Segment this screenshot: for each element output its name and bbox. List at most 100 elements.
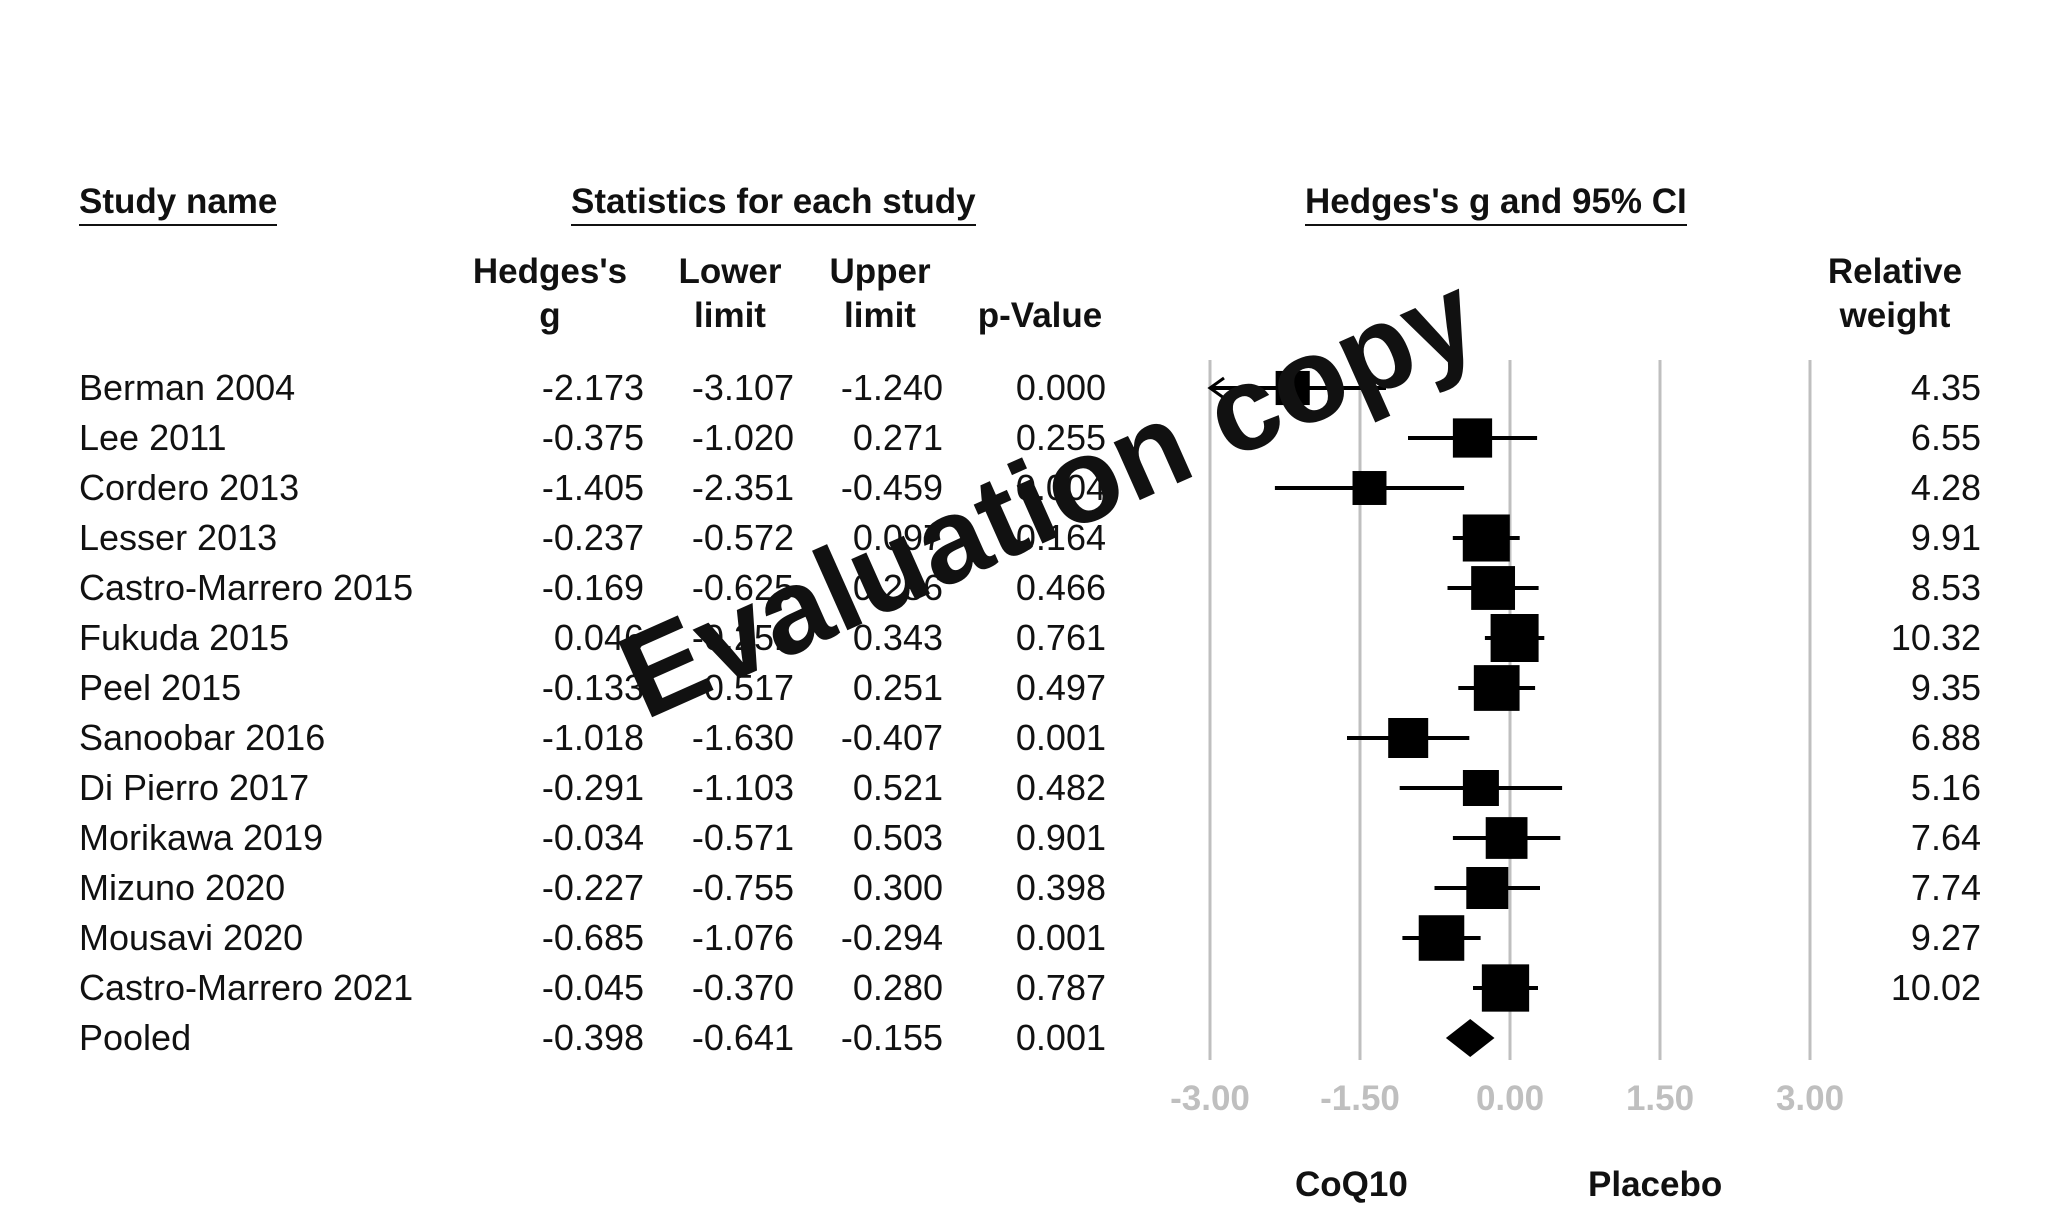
study-row: Morikawa 2019 -0.034 -0.571 0.503 0.901 7.64 [0, 813, 2048, 863]
p-value-cell: 0.761 [1015, 617, 1106, 658]
lower-limit-cell: -0.517 [691, 667, 794, 708]
upper-limit-cell: 0.503 [852, 817, 943, 858]
x-tick-label: 1.50 [1626, 1079, 1694, 1118]
hedges-g-cell: -1.018 [541, 717, 644, 758]
relative-weight-cell: 7.64 [1910, 817, 1981, 858]
upper-limit-cell: 0.300 [852, 867, 943, 908]
p-value-cell: 0.787 [1015, 967, 1106, 1008]
upper-limit-cell: -0.407 [840, 717, 943, 758]
relative-weight-cell: 7.74 [1910, 867, 1981, 908]
relative-weight-cell: 9.35 [1910, 667, 1981, 708]
hedges-g-cell: -2.173 [541, 367, 644, 408]
hedges-g-cell: 0.046 [553, 617, 644, 658]
p-value-cell: 0.004 [1015, 467, 1106, 508]
ci-arrow [1207, 376, 1225, 400]
hedges-g-cell: -0.034 [541, 817, 644, 858]
hedges-g-cell: -1.405 [541, 467, 644, 508]
study-row: Di Pierro 2017 -0.291 -1.103 0.521 0.482 5.16 [0, 763, 2048, 813]
ci-header: Hedges's g and 95% CI [1305, 180, 1687, 226]
upper-limit-cell: 0.286 [852, 567, 943, 608]
effect-point [1462, 770, 1499, 806]
lower-limit-cell: -2.351 [691, 467, 794, 508]
relative-weight-cell: 10.32 [1890, 617, 1981, 658]
study-name-cell: Di Pierro 2017 [79, 767, 310, 808]
study-name-cell: Morikawa 2019 [79, 817, 324, 858]
lower-limit-cell: -0.641 [691, 1017, 794, 1058]
study-row: Sanoobar 2016 -1.018 -1.630 -0.407 0.001 6.88 [0, 713, 2048, 763]
lower-limit-cell: -0.571 [691, 817, 794, 858]
study-name-cell: Mizuno 2020 [79, 867, 286, 908]
study-row: Berman 2004 -2.173 -3.107 -1.240 0.000 4.35 [0, 363, 2048, 413]
study-row: Cordero 2013 -1.405 -2.351 -0.459 0.004 4.28 [0, 463, 2048, 513]
hedges-g-header-line1: Hedges's [472, 252, 628, 291]
study-name-cell: Castro-Marrero 2015 [79, 567, 414, 608]
study-name-cell: Berman 2004 [79, 367, 296, 408]
study-row: Mizuno 2020 -0.227 -0.755 0.300 0.398 7.74 [0, 863, 2048, 913]
lower-limit-header-line2: limit [694, 296, 766, 335]
study-name-cell: Castro-Marrero 2021 [79, 967, 414, 1008]
lower-limit-cell: -1.630 [691, 717, 794, 758]
hedges-g-cell: -0.685 [541, 917, 644, 958]
study-name-cell: Mousavi 2020 [79, 917, 304, 958]
study-row: Lesser 2013 -0.237 -0.572 0.097 0.164 9.91 [0, 513, 2048, 563]
hedges-g-column-header: Hedges's g [460, 250, 640, 338]
upper-limit-cell: 0.097 [852, 517, 943, 558]
relative-weight-cell: 6.88 [1910, 717, 1981, 758]
lower-limit-column-header: Lower limit [660, 250, 800, 338]
x-tick-label: -1.50 [1320, 1079, 1400, 1118]
study-row: Peel 2015 -0.133 -0.517 0.251 0.497 9.35 [0, 663, 2048, 713]
lower-limit-cell: -0.755 [691, 867, 794, 908]
study-row: Castro-Marrero 2021 -0.045 -0.370 0.280 0.78… [0, 963, 2048, 1013]
p-value-cell: 0.000 [1015, 367, 1106, 408]
lower-limit-cell: -0.572 [691, 517, 794, 558]
relative-weight-cell: 9.27 [1910, 917, 1981, 958]
upper-limit-header-line2: limit [844, 296, 916, 335]
effect-point [1490, 614, 1539, 662]
hedges-g-cell: -0.045 [541, 967, 644, 1008]
relative-weight-column-header: Relative weight [1815, 250, 1975, 338]
upper-limit-cell: 0.521 [852, 767, 943, 808]
effect-point [1462, 514, 1510, 562]
effect-point [1485, 817, 1528, 859]
upper-limit-cell: -0.155 [840, 1017, 943, 1058]
pooled-diamond [1445, 1019, 1495, 1057]
upper-limit-cell: 0.343 [852, 617, 943, 658]
p-value-cell: 0.164 [1015, 517, 1106, 558]
relative-weight-cell: 10.02 [1890, 967, 1981, 1008]
study-name-cell: Sanoobar 2016 [79, 717, 326, 758]
p-value-cell: 0.255 [1015, 417, 1106, 458]
study-row: Mousavi 2020 -0.685 -1.076 -0.294 0.001 9.27 [0, 913, 2048, 963]
hedges-g-cell: -0.169 [541, 567, 644, 608]
study-row: Lee 2011 -0.375 -1.020 0.271 0.255 6.55 [0, 413, 2048, 463]
lower-limit-cell: -1.020 [691, 417, 794, 458]
lower-limit-header-line1: Lower [678, 252, 782, 291]
lower-limit-cell: -0.370 [691, 967, 794, 1008]
p-value-cell: 0.482 [1015, 767, 1106, 808]
effect-point [1481, 964, 1530, 1012]
hedges-g-cell: -0.291 [541, 767, 644, 808]
study-row: Castro-Marrero 2015 -0.169 -0.625 0.286 0.46… [0, 563, 2048, 613]
upper-limit-cell: 0.280 [852, 967, 943, 1008]
lower-limit-cell: -3.107 [691, 367, 794, 408]
relative-weight-cell: 4.28 [1910, 467, 1981, 508]
lower-limit-cell: -0.251 [691, 617, 794, 658]
favors-coq10-label: CoQ10 [1295, 1165, 1408, 1204]
p-value-cell: 0.001 [1015, 1017, 1106, 1058]
hedges-g-cell: -0.375 [541, 417, 644, 458]
upper-limit-cell: 0.251 [852, 667, 943, 708]
relative-weight-cell: 8.53 [1910, 567, 1981, 608]
p-value-column-header: p-Value [960, 250, 1120, 338]
upper-limit-cell: 0.271 [852, 417, 943, 458]
hedges-g-cell: -0.237 [541, 517, 644, 558]
x-tick-label: -3.00 [1170, 1079, 1250, 1118]
effect-point [1275, 370, 1310, 406]
relative-weight-cell: 6.55 [1910, 417, 1981, 458]
study-name-cell: Lesser 2013 [79, 517, 278, 558]
effect-point [1471, 566, 1516, 610]
relative-weight-header-line2: weight [1839, 296, 1951, 335]
effect-point [1452, 418, 1493, 458]
effect-point [1352, 471, 1387, 505]
lower-limit-cell: -1.103 [691, 767, 794, 808]
study-name-cell: Fukuda 2015 [79, 617, 290, 658]
upper-limit-cell: -1.240 [840, 367, 943, 408]
